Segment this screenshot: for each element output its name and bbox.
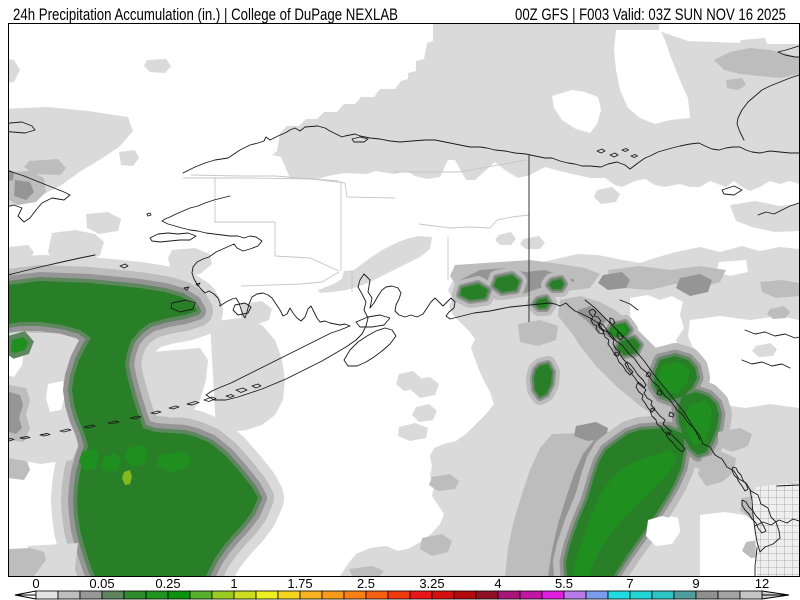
svg-text:3.25: 3.25 (419, 576, 444, 591)
svg-text:12: 12 (755, 576, 769, 591)
svg-text:5.5: 5.5 (555, 576, 573, 591)
svg-text:24h Precipitation Accumulation: 24h Precipitation Accumulation (in.) | C… (13, 5, 398, 24)
svg-text:0.05: 0.05 (89, 576, 114, 591)
svg-text:7: 7 (626, 576, 633, 591)
svg-text:4: 4 (494, 576, 501, 591)
svg-text:1.75: 1.75 (287, 576, 312, 591)
svg-text:9: 9 (692, 576, 699, 591)
svg-text:0.25: 0.25 (155, 576, 180, 591)
svg-text:0: 0 (32, 576, 39, 591)
svg-text:00Z GFS | F003 Valid: 03Z SUN: 00Z GFS | F003 Valid: 03Z SUN NOV 16 202… (515, 5, 786, 24)
svg-text:2.5: 2.5 (357, 576, 375, 591)
svg-text:1: 1 (230, 576, 237, 591)
